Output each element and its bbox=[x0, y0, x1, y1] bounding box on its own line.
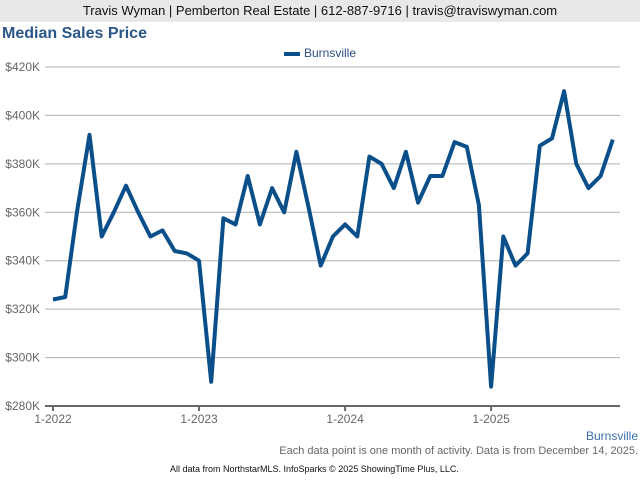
legend-label: Burnsville bbox=[303, 46, 357, 60]
y-tick-label: $400K bbox=[5, 108, 40, 122]
source-label: Burnsville bbox=[585, 429, 638, 443]
series-line-burnsville bbox=[52, 89, 615, 389]
x-tick-label: 1-2022 bbox=[34, 412, 72, 426]
x-tick-label: 1-2024 bbox=[326, 412, 364, 426]
contact-header: Travis Wyman | Pemberton Real Estate | 6… bbox=[0, 0, 640, 22]
data-note: Each data point is one month of activity… bbox=[279, 445, 638, 457]
credit-text: All data from NorthstarMLS. InfoSparks ©… bbox=[170, 464, 459, 474]
y-tick-label: $340K bbox=[5, 254, 40, 268]
y-tick-label: $380K bbox=[5, 157, 40, 171]
y-tick-label: $300K bbox=[5, 351, 40, 365]
y-tick-label: $360K bbox=[5, 205, 40, 219]
y-tick-label: $320K bbox=[5, 302, 40, 316]
x-tick-label: 1-2023 bbox=[180, 412, 218, 426]
legend-swatch bbox=[283, 51, 300, 56]
x-tick-label: 1-2025 bbox=[472, 412, 510, 426]
chart-title: Median Sales Price bbox=[2, 25, 147, 42]
y-tick-label: $280K bbox=[5, 399, 40, 413]
legend[interactable]: Burnsville bbox=[0, 46, 640, 60]
y-tick-label: $420K bbox=[5, 60, 40, 74]
